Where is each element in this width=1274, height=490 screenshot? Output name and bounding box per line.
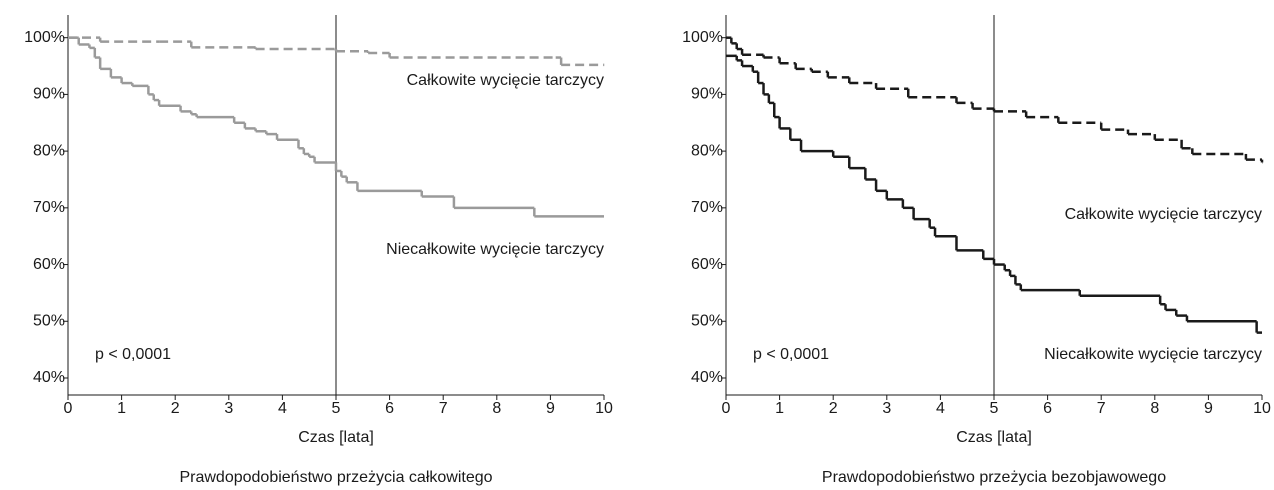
x-tick-label: 1	[775, 400, 784, 417]
x-axis-label: Czas [lata]	[956, 429, 1032, 446]
x-tick-label: 7	[439, 400, 448, 417]
y-tick-label: 80%	[33, 142, 65, 159]
y-tick-label: 70%	[691, 199, 723, 216]
x-tick-label: 1	[117, 400, 126, 417]
x-tick-label: 0	[722, 400, 731, 417]
x-tick-label: 9	[546, 400, 555, 417]
y-tick-label: 100%	[24, 29, 65, 46]
y-tick-label: 40%	[33, 369, 65, 386]
x-tick-label: 0	[64, 400, 73, 417]
series-label: Niecałkowite wycięcie tarczycy	[386, 241, 604, 258]
x-tick-label: 5	[990, 400, 999, 417]
x-tick-label: 10	[1253, 400, 1271, 417]
y-tick-label: 90%	[691, 86, 723, 103]
x-tick-label: 3	[224, 400, 233, 417]
x-tick-label: 6	[1043, 400, 1052, 417]
x-tick-label: 2	[829, 400, 838, 417]
chart-caption: Prawdopodobieństwo przeżycia całkowitego	[179, 469, 492, 486]
y-tick-label: 40%	[691, 369, 723, 386]
x-tick-label: 7	[1097, 400, 1106, 417]
series-label: Niecałkowite wycięcie tarczycy	[1044, 346, 1262, 363]
x-tick-label: 10	[595, 400, 613, 417]
x-tick-label: 4	[278, 400, 287, 417]
x-tick-label: 4	[936, 400, 945, 417]
x-tick-label: 5	[332, 400, 341, 417]
series-label: Całkowite wycięcie tarczycy	[1065, 206, 1262, 223]
x-tick-label: 8	[492, 400, 501, 417]
y-tick-label: 70%	[33, 199, 65, 216]
p-value: p < 0,0001	[753, 346, 829, 363]
chart-caption: Prawdopodobieństwo przeżycia bezobjawowe…	[822, 469, 1166, 486]
x-tick-label: 6	[385, 400, 394, 417]
x-tick-label: 2	[171, 400, 180, 417]
x-axis-label: Czas [lata]	[298, 429, 374, 446]
y-tick-label: 60%	[691, 256, 723, 273]
y-tick-label: 90%	[33, 86, 65, 103]
y-tick-label: 80%	[691, 142, 723, 159]
y-tick-label: 60%	[33, 256, 65, 273]
x-tick-label: 9	[1204, 400, 1213, 417]
y-tick-label: 100%	[682, 29, 723, 46]
x-tick-label: 3	[882, 400, 891, 417]
x-tick-label: 8	[1150, 400, 1159, 417]
y-tick-label: 50%	[33, 312, 65, 329]
series-label: Całkowite wycięcie tarczycy	[407, 72, 604, 89]
p-value: p < 0,0001	[95, 346, 171, 363]
y-tick-label: 50%	[691, 312, 723, 329]
